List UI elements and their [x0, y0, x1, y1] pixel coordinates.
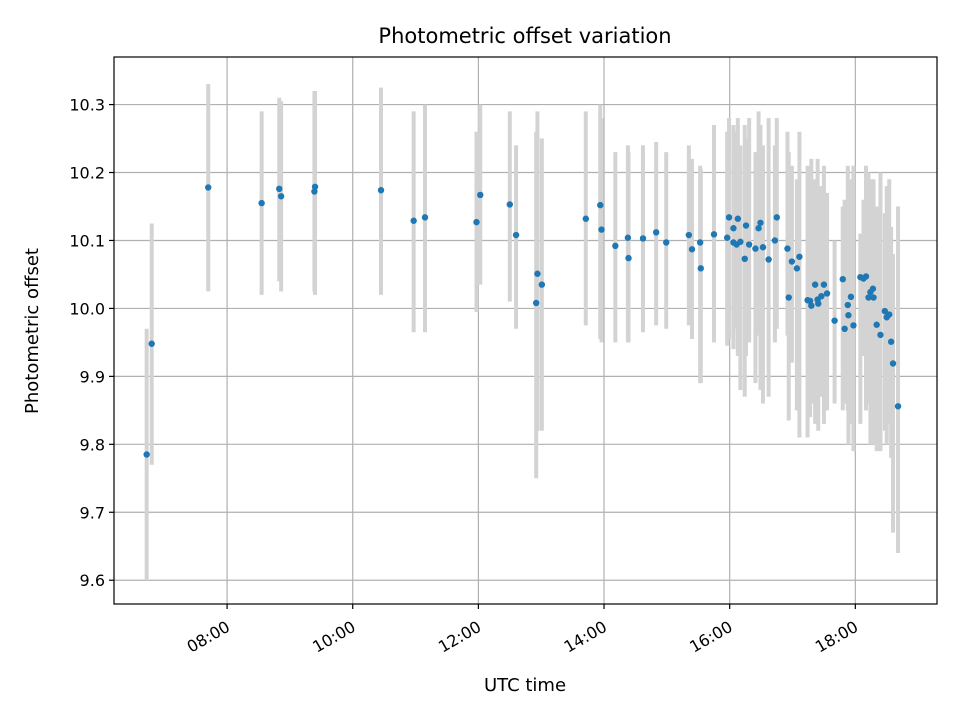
data-point — [612, 242, 619, 250]
data-points — [143, 183, 902, 458]
data-point — [886, 311, 893, 318]
data-point — [311, 188, 318, 195]
y-tick-label: 9.8 — [80, 435, 105, 454]
data-point — [697, 265, 704, 272]
data-point — [512, 231, 520, 239]
data-point — [639, 235, 647, 242]
data-point — [773, 214, 780, 221]
data-point — [311, 183, 319, 190]
data-point — [869, 285, 877, 292]
data-point — [870, 294, 877, 301]
data-point — [410, 217, 417, 224]
x-tick-label: 12:00 — [435, 617, 484, 657]
data-point — [598, 226, 605, 233]
y-tick-label: 10.1 — [69, 231, 105, 250]
data-point — [277, 193, 285, 200]
data-point — [823, 290, 831, 297]
chart-title: Photometric offset variation — [378, 24, 671, 48]
data-point — [477, 191, 484, 199]
data-point — [850, 322, 857, 329]
x-tick-label: 08:00 — [184, 617, 233, 657]
data-point — [582, 215, 590, 222]
data-point — [844, 301, 851, 309]
data-point — [473, 218, 480, 226]
data-point — [796, 253, 803, 260]
data-point — [847, 293, 855, 301]
data-point — [506, 201, 513, 208]
y-axis-ticks: 9.6 9.7 9.8 9.9 10.0 10.1 10.2 10.3 — [69, 96, 114, 590]
y-tick-label: 9.7 — [80, 503, 105, 522]
data-point — [205, 184, 212, 191]
data-point — [788, 258, 796, 265]
y-tick-label: 9.9 — [80, 367, 105, 386]
data-point — [538, 281, 546, 288]
data-point — [597, 201, 604, 209]
data-point — [377, 186, 385, 194]
data-point — [889, 360, 897, 367]
data-point — [741, 255, 748, 263]
data-point — [688, 246, 696, 253]
data-point — [625, 254, 632, 262]
data-point — [811, 281, 819, 288]
data-point — [663, 239, 670, 246]
data-point — [710, 231, 718, 238]
data-point — [839, 275, 846, 283]
data-point — [808, 302, 815, 309]
data-point — [881, 307, 889, 315]
data-point — [652, 229, 660, 236]
data-point — [696, 239, 704, 246]
data-point — [765, 256, 772, 263]
data-point — [148, 340, 155, 347]
data-point — [771, 237, 779, 244]
data-point — [742, 222, 750, 229]
data-point — [894, 403, 902, 410]
data-point — [785, 294, 792, 301]
data-point — [737, 238, 744, 246]
x-axis-ticks: 08:00 10:00 12:00 14:00 16:00 18:00 — [184, 604, 861, 657]
data-point — [877, 331, 884, 339]
data-point — [421, 214, 429, 221]
x-tick-label: 10:00 — [309, 617, 358, 657]
data-point — [755, 225, 762, 232]
data-point — [143, 451, 150, 458]
data-point — [757, 219, 764, 226]
data-point — [734, 215, 742, 222]
data-point — [873, 321, 880, 328]
data-point — [534, 270, 541, 277]
data-point — [820, 281, 828, 288]
data-point — [784, 245, 791, 252]
data-point — [841, 325, 848, 333]
data-point — [862, 273, 870, 280]
data-point — [793, 265, 801, 272]
data-point — [624, 234, 632, 241]
data-point — [845, 312, 852, 319]
data-point — [818, 292, 825, 300]
data-point — [276, 185, 283, 193]
error-bars — [144, 84, 901, 581]
data-point — [831, 317, 838, 324]
data-point — [685, 231, 693, 239]
x-tick-label: 16:00 — [686, 617, 735, 657]
data-point — [815, 300, 822, 307]
data-point — [745, 241, 753, 248]
y-tick-label: 9.6 — [80, 571, 105, 590]
data-point — [865, 294, 872, 301]
data-point — [723, 234, 731, 241]
plot-frame — [113, 56, 938, 605]
y-tick-label: 10.0 — [69, 299, 105, 318]
data-point — [887, 338, 895, 345]
data-point — [752, 245, 759, 252]
data-point — [258, 199, 265, 207]
y-tick-label: 10.3 — [69, 96, 105, 115]
data-point — [532, 299, 540, 307]
data-point — [725, 214, 733, 221]
x-axis-label: UTC time — [484, 675, 566, 696]
y-tick-label: 10.2 — [69, 164, 105, 183]
y-axis-label: Photometric offset — [22, 248, 43, 414]
data-point — [759, 244, 767, 251]
x-tick-label: 18:00 — [812, 617, 861, 657]
data-point — [730, 225, 737, 232]
x-tick-label: 14:00 — [561, 617, 610, 657]
